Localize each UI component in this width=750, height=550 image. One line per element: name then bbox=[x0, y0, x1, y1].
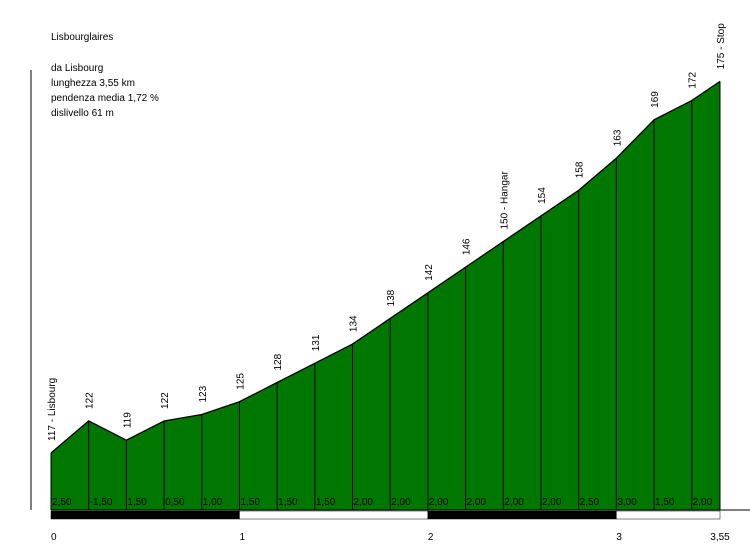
elevation-label: 169 bbox=[650, 91, 661, 108]
info-line: lunghezza 3,55 km bbox=[51, 78, 135, 89]
gradient-label: 1,50 bbox=[316, 497, 336, 508]
gradient-label: 2,50 bbox=[52, 497, 72, 508]
gradient-label: 2,00 bbox=[693, 497, 713, 508]
gradient-label: 2,00 bbox=[391, 497, 411, 508]
gradient-label: 2,00 bbox=[504, 497, 524, 508]
gradient-label: 2,00 bbox=[354, 497, 374, 508]
gradient-label: 0,50 bbox=[165, 497, 185, 508]
elevation-label: 119 bbox=[122, 412, 133, 428]
elevation-label: 138 bbox=[386, 289, 397, 306]
gradient-label: -1,50 bbox=[90, 497, 113, 508]
x-tick-label: 1 bbox=[239, 532, 245, 543]
x-tick-label: 3,55 bbox=[710, 532, 730, 543]
elevation-label: 128 bbox=[273, 353, 284, 370]
x-tick-label: 0 bbox=[51, 532, 57, 543]
info-line: da Lisbourg bbox=[51, 63, 103, 74]
elevation-label: 172 bbox=[688, 71, 699, 88]
elevation-label: 163 bbox=[612, 129, 623, 146]
km-bar bbox=[616, 510, 721, 520]
elevation-label: 175 - Stop bbox=[716, 23, 727, 70]
gradient-label: 2,00 bbox=[429, 497, 449, 508]
x-tick-label: 2 bbox=[428, 532, 434, 543]
x-tick-label: 3 bbox=[616, 532, 622, 543]
elevation-label: 150 - Hangar bbox=[499, 171, 510, 230]
km-bar bbox=[239, 510, 429, 520]
elevation-label: 125 bbox=[235, 373, 246, 390]
elevation-label: 154 bbox=[537, 187, 548, 204]
elevation-label: 158 bbox=[575, 161, 586, 178]
elevation-label: 146 bbox=[462, 238, 473, 255]
gradient-label: 2,00 bbox=[467, 497, 487, 508]
elevation-label: 122 bbox=[85, 392, 96, 409]
km-bar bbox=[427, 510, 617, 520]
gradient-label: 1,50 bbox=[127, 497, 147, 508]
gradient-label: 1,00 bbox=[203, 497, 223, 508]
profile-area bbox=[51, 81, 720, 510]
gradient-label: 2,00 bbox=[542, 497, 562, 508]
elevation-label: 131 bbox=[311, 334, 322, 351]
elevation-label: 122 bbox=[160, 392, 171, 409]
info-line: dislivello 61 m bbox=[51, 108, 114, 119]
elevation-label: 134 bbox=[349, 315, 360, 332]
gradient-label: 1,50 bbox=[240, 497, 260, 508]
chart-title: Lisbourglaires bbox=[51, 32, 113, 43]
elevation-label: 123 bbox=[198, 385, 209, 402]
gradient-label: 1,50 bbox=[655, 497, 675, 508]
gradient-label: 3,00 bbox=[617, 497, 637, 508]
gradient-label: 2,50 bbox=[580, 497, 600, 508]
info-line: pendenza media 1,72 % bbox=[51, 93, 159, 104]
elevation-label: 142 bbox=[424, 264, 435, 281]
elevation-label: 117 - Lisbourg bbox=[47, 378, 58, 441]
gradient-label: 1,50 bbox=[278, 497, 298, 508]
km-bar bbox=[50, 510, 240, 520]
